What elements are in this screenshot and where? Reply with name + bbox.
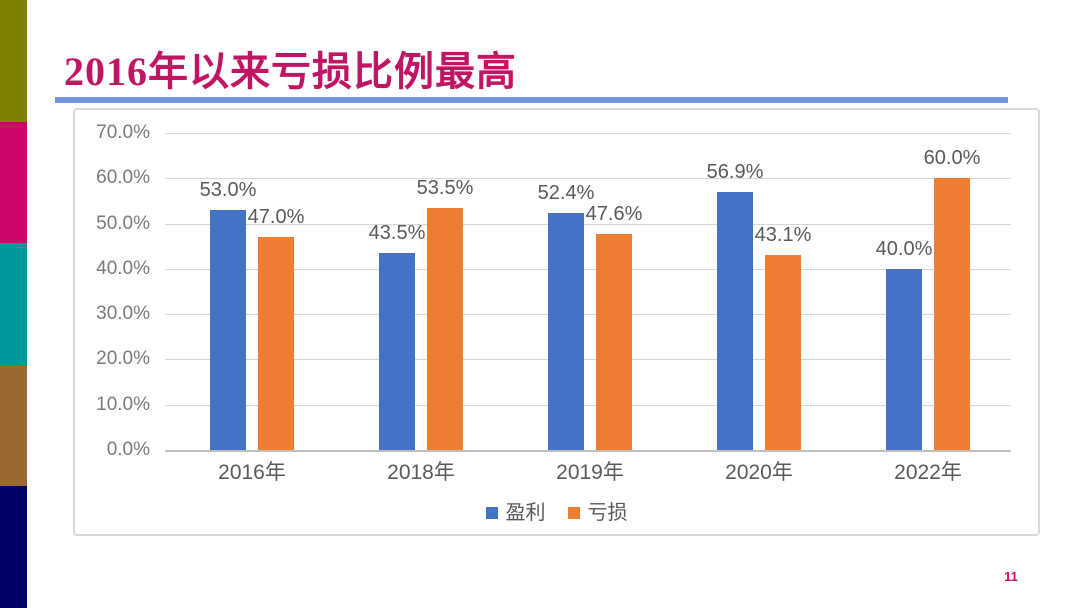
bar-盈利-2016年 xyxy=(210,209,246,450)
y-axis-tick: 60.0% xyxy=(96,167,150,189)
bar-value-label: 43.1% xyxy=(754,223,812,246)
stripe-block-3 xyxy=(0,243,27,365)
bar-value-label: 56.9% xyxy=(706,161,764,184)
y-axis-tick: 0.0% xyxy=(106,439,150,460)
bar-value-label: 43.5% xyxy=(368,222,426,244)
bar-盈利-2020年 xyxy=(717,192,753,450)
gridline-0.0% xyxy=(165,450,1011,452)
stripe-block-1 xyxy=(0,0,27,122)
legend-item-亏损: 亏损 xyxy=(567,502,628,524)
bar-亏损-2022年 xyxy=(934,178,970,450)
bar-value-label: 40.0% xyxy=(875,237,933,260)
bar-亏损-2016年 xyxy=(258,237,294,450)
y-axis-tick: 30.0% xyxy=(96,303,150,325)
stripe-block-4 xyxy=(0,364,27,487)
bar-亏损-2018年 xyxy=(427,207,463,450)
y-axis-tick: 40.0% xyxy=(96,257,150,279)
bar-value-label: 47.6% xyxy=(585,203,643,226)
gridline-10.0% xyxy=(165,404,1011,406)
bar-亏损-2019年 xyxy=(596,234,632,450)
gridline-70.0% xyxy=(165,133,1011,134)
bar-盈利-2022年 xyxy=(886,268,922,450)
x-axis-label-2022年: 2022年 xyxy=(894,461,962,484)
gridline-20.0% xyxy=(165,359,1011,361)
legend-swatch-盈利 xyxy=(485,507,498,519)
x-axis-label-2020年: 2020年 xyxy=(725,461,793,484)
bar-盈利-2018年 xyxy=(379,253,415,450)
y-axis-tick: 70.0% xyxy=(96,122,150,143)
bar-value-label: 53.5% xyxy=(416,176,474,199)
plot-area: 70.0% 60.0% 50.0% 40.0% 30.0% 20.0% 10.0% 0.0% 5… xyxy=(75,110,1038,534)
bar-亏损-2020年 xyxy=(765,254,801,450)
stripe-block-2 xyxy=(0,121,27,244)
y-axis-tick: 20.0% xyxy=(96,348,150,370)
bar-value-label: 52.4% xyxy=(537,181,595,204)
y-axis-tick: 50.0% xyxy=(96,212,150,234)
chart-container: 70.0% 60.0% 50.0% 40.0% 30.0% 20.0% 10.0% 0.0% 5… xyxy=(73,108,1040,536)
legend-label-盈利: 盈利 xyxy=(505,502,546,524)
left-color-stripe xyxy=(0,0,27,608)
bar-value-label: 60.0% xyxy=(923,147,981,170)
gridline-40.0% xyxy=(165,268,1011,270)
legend-item-盈利: 盈利 xyxy=(485,502,546,524)
x-axis-label-2019年: 2019年 xyxy=(556,461,624,484)
slide-title: 2016年以来亏损比例最高 xyxy=(64,49,517,94)
gridline-60.0% xyxy=(165,178,1011,180)
title-underline xyxy=(55,97,1008,103)
legend-swatch-亏损 xyxy=(567,507,580,519)
legend-label-亏损: 亏损 xyxy=(587,502,628,524)
x-axis-label-2016年: 2016年 xyxy=(218,461,286,484)
gridline-30.0% xyxy=(165,314,1011,316)
bar-value-label: 53.0% xyxy=(199,178,257,201)
chart-legend: 盈利 亏损 xyxy=(75,500,1038,526)
gridline-50.0% xyxy=(165,223,1011,225)
bar-value-label: 47.0% xyxy=(247,206,305,229)
y-axis-tick: 10.0% xyxy=(96,393,150,415)
stripe-block-5 xyxy=(0,486,27,608)
page-number: 11 xyxy=(1004,569,1018,584)
bar-盈利-2019年 xyxy=(548,212,584,450)
x-axis-label-2018年: 2018年 xyxy=(387,461,455,484)
